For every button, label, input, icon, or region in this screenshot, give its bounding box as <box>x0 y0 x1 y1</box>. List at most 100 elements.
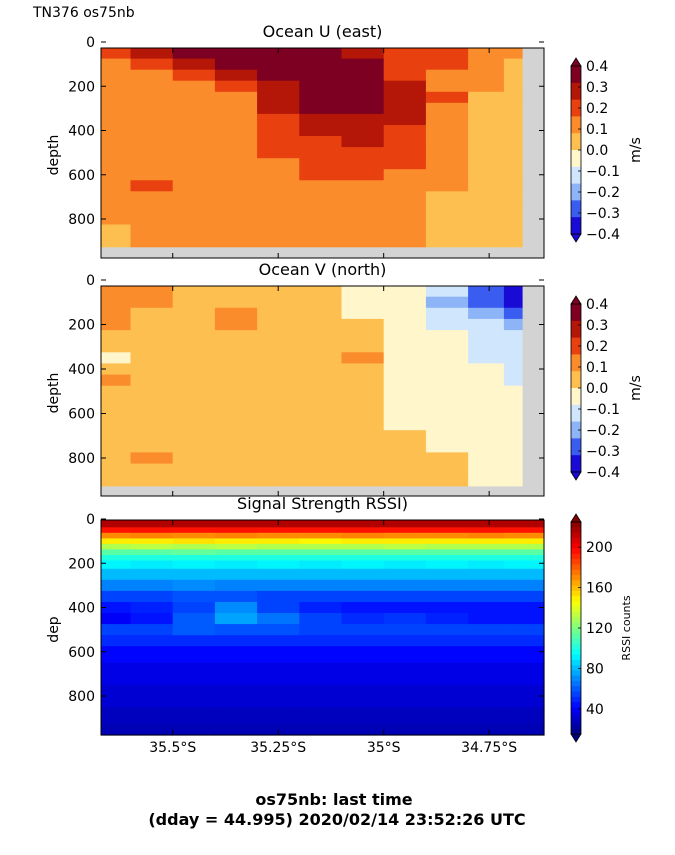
heatmap-cell <box>172 91 216 104</box>
heatmap-cell <box>468 543 505 550</box>
heatmap-cell <box>503 707 545 725</box>
heatmap-cell <box>214 48 258 60</box>
heatmap-cell <box>101 113 132 126</box>
colorbar-segment <box>571 696 581 703</box>
heatmap-cell <box>101 213 132 226</box>
heatmap-cell <box>101 474 132 487</box>
heatmap-cells <box>101 286 523 487</box>
heatmap-cell <box>130 441 174 453</box>
colorbar-tick-label: 0.0 <box>586 381 608 397</box>
heatmap-cell <box>468 520 505 528</box>
colorbar-tick-label: 0.2 <box>586 101 608 117</box>
colorbar-tick-label: 0.1 <box>586 360 608 376</box>
heatmap-cell <box>130 385 174 398</box>
heatmap-cell <box>425 385 469 398</box>
heatmap-cell <box>257 235 300 248</box>
heatmap-cell <box>383 707 427 725</box>
colorbar-segment <box>571 707 581 714</box>
heatmap-cell <box>257 330 300 342</box>
heatmap-cell <box>299 568 343 581</box>
heatmap-cell <box>130 538 174 545</box>
heatmap-cell <box>503 235 523 248</box>
heatmap-cell <box>172 549 216 556</box>
heatmap-cell <box>299 520 343 528</box>
heatmap-cell <box>299 463 343 476</box>
heatmap-cell <box>172 48 216 60</box>
heatmap-cell <box>383 102 427 115</box>
heatmap-cell <box>130 684 174 708</box>
colorbar-tick-label: 0.4 <box>586 59 608 75</box>
heatmap-cell <box>383 624 427 636</box>
heatmap-cell <box>101 684 132 708</box>
heatmap-cell <box>214 549 258 556</box>
heatmap-cell <box>468 441 505 453</box>
heatmap-cell <box>172 602 216 614</box>
heatmap-cell <box>214 527 258 534</box>
heatmap-cell <box>257 113 300 126</box>
heatmap-cell <box>341 296 385 309</box>
colorbar-segment <box>571 628 581 634</box>
heatmap-cell <box>130 407 174 420</box>
x-tick-label: 35.5°S <box>149 740 196 756</box>
heatmap-cell <box>214 330 258 342</box>
heatmap-cell <box>299 202 343 215</box>
heatmap-cell <box>299 538 343 545</box>
y-tick-label: 600 <box>68 168 95 184</box>
y-tick-label: 600 <box>68 407 95 423</box>
heatmap-cell <box>130 560 174 570</box>
heatmap-cell <box>299 624 343 636</box>
heatmap-cell <box>130 296 174 309</box>
heatmap-cell <box>172 180 216 192</box>
heatmap-cell <box>299 296 343 309</box>
heatmap-cell <box>130 191 174 203</box>
colorbar-segment <box>571 559 581 565</box>
heatmap-cell <box>257 463 300 476</box>
colorbar-segment <box>571 537 581 544</box>
heatmap-cell <box>299 590 343 603</box>
heatmap-cell <box>425 374 469 387</box>
y-tick-label: 800 <box>68 451 95 467</box>
colorbar-segment <box>571 601 581 608</box>
heatmap-cell <box>383 191 427 203</box>
heatmap-cell <box>468 430 505 442</box>
heatmap-cell <box>214 296 258 309</box>
heatmap-cell <box>425 452 469 465</box>
heatmap-cell <box>503 549 545 556</box>
heatmap-cell <box>341 91 385 104</box>
heatmap-cell <box>425 568 469 581</box>
colorbar: 0.4 0.3 0.2 0.1 0.0 −0.1 −0.2 −0.3 −0.4 m/s <box>570 295 644 481</box>
heatmap-cell <box>503 48 523 60</box>
heatmap-cell <box>468 463 505 476</box>
heatmap-cell <box>341 441 385 453</box>
panel-title: Signal Strength RSSI) <box>237 494 408 513</box>
heatmap-cell <box>257 549 300 556</box>
heatmap-cell <box>172 579 216 592</box>
heatmap-cell <box>383 538 427 545</box>
colorbar-segment <box>571 686 581 693</box>
heatmap-cell <box>172 213 216 226</box>
heatmap-cell <box>383 286 427 298</box>
heatmap-cell <box>172 136 216 148</box>
heatmap-cell <box>341 136 385 148</box>
heatmap-cell <box>130 91 174 104</box>
heatmap-cell <box>101 374 132 387</box>
heatmap-cell <box>214 102 258 115</box>
heatmap-cell <box>425 147 469 159</box>
heatmap-cell <box>214 91 258 104</box>
heatmap-cell <box>383 147 427 159</box>
heatmap-cell <box>214 169 258 181</box>
heatmap-cell <box>299 91 343 104</box>
heatmap-cell <box>468 662 505 686</box>
colorbar-segment <box>571 438 581 456</box>
colorbar-segment <box>571 217 581 235</box>
heatmap-cell <box>130 80 174 93</box>
heatmap-cell <box>299 635 343 647</box>
heatmap-cell <box>341 396 385 409</box>
colorbar-segment <box>571 337 581 355</box>
colorbar-segment <box>571 580 581 587</box>
heatmap-cell <box>101 568 132 581</box>
heatmap-cell <box>101 318 132 331</box>
heatmap-cell <box>503 407 523 420</box>
colorbar: 0.4 0.3 0.2 0.1 0.0 −0.1 −0.2 −0.3 −0.4 m/s <box>570 57 644 243</box>
heatmap-cell <box>383 532 427 539</box>
